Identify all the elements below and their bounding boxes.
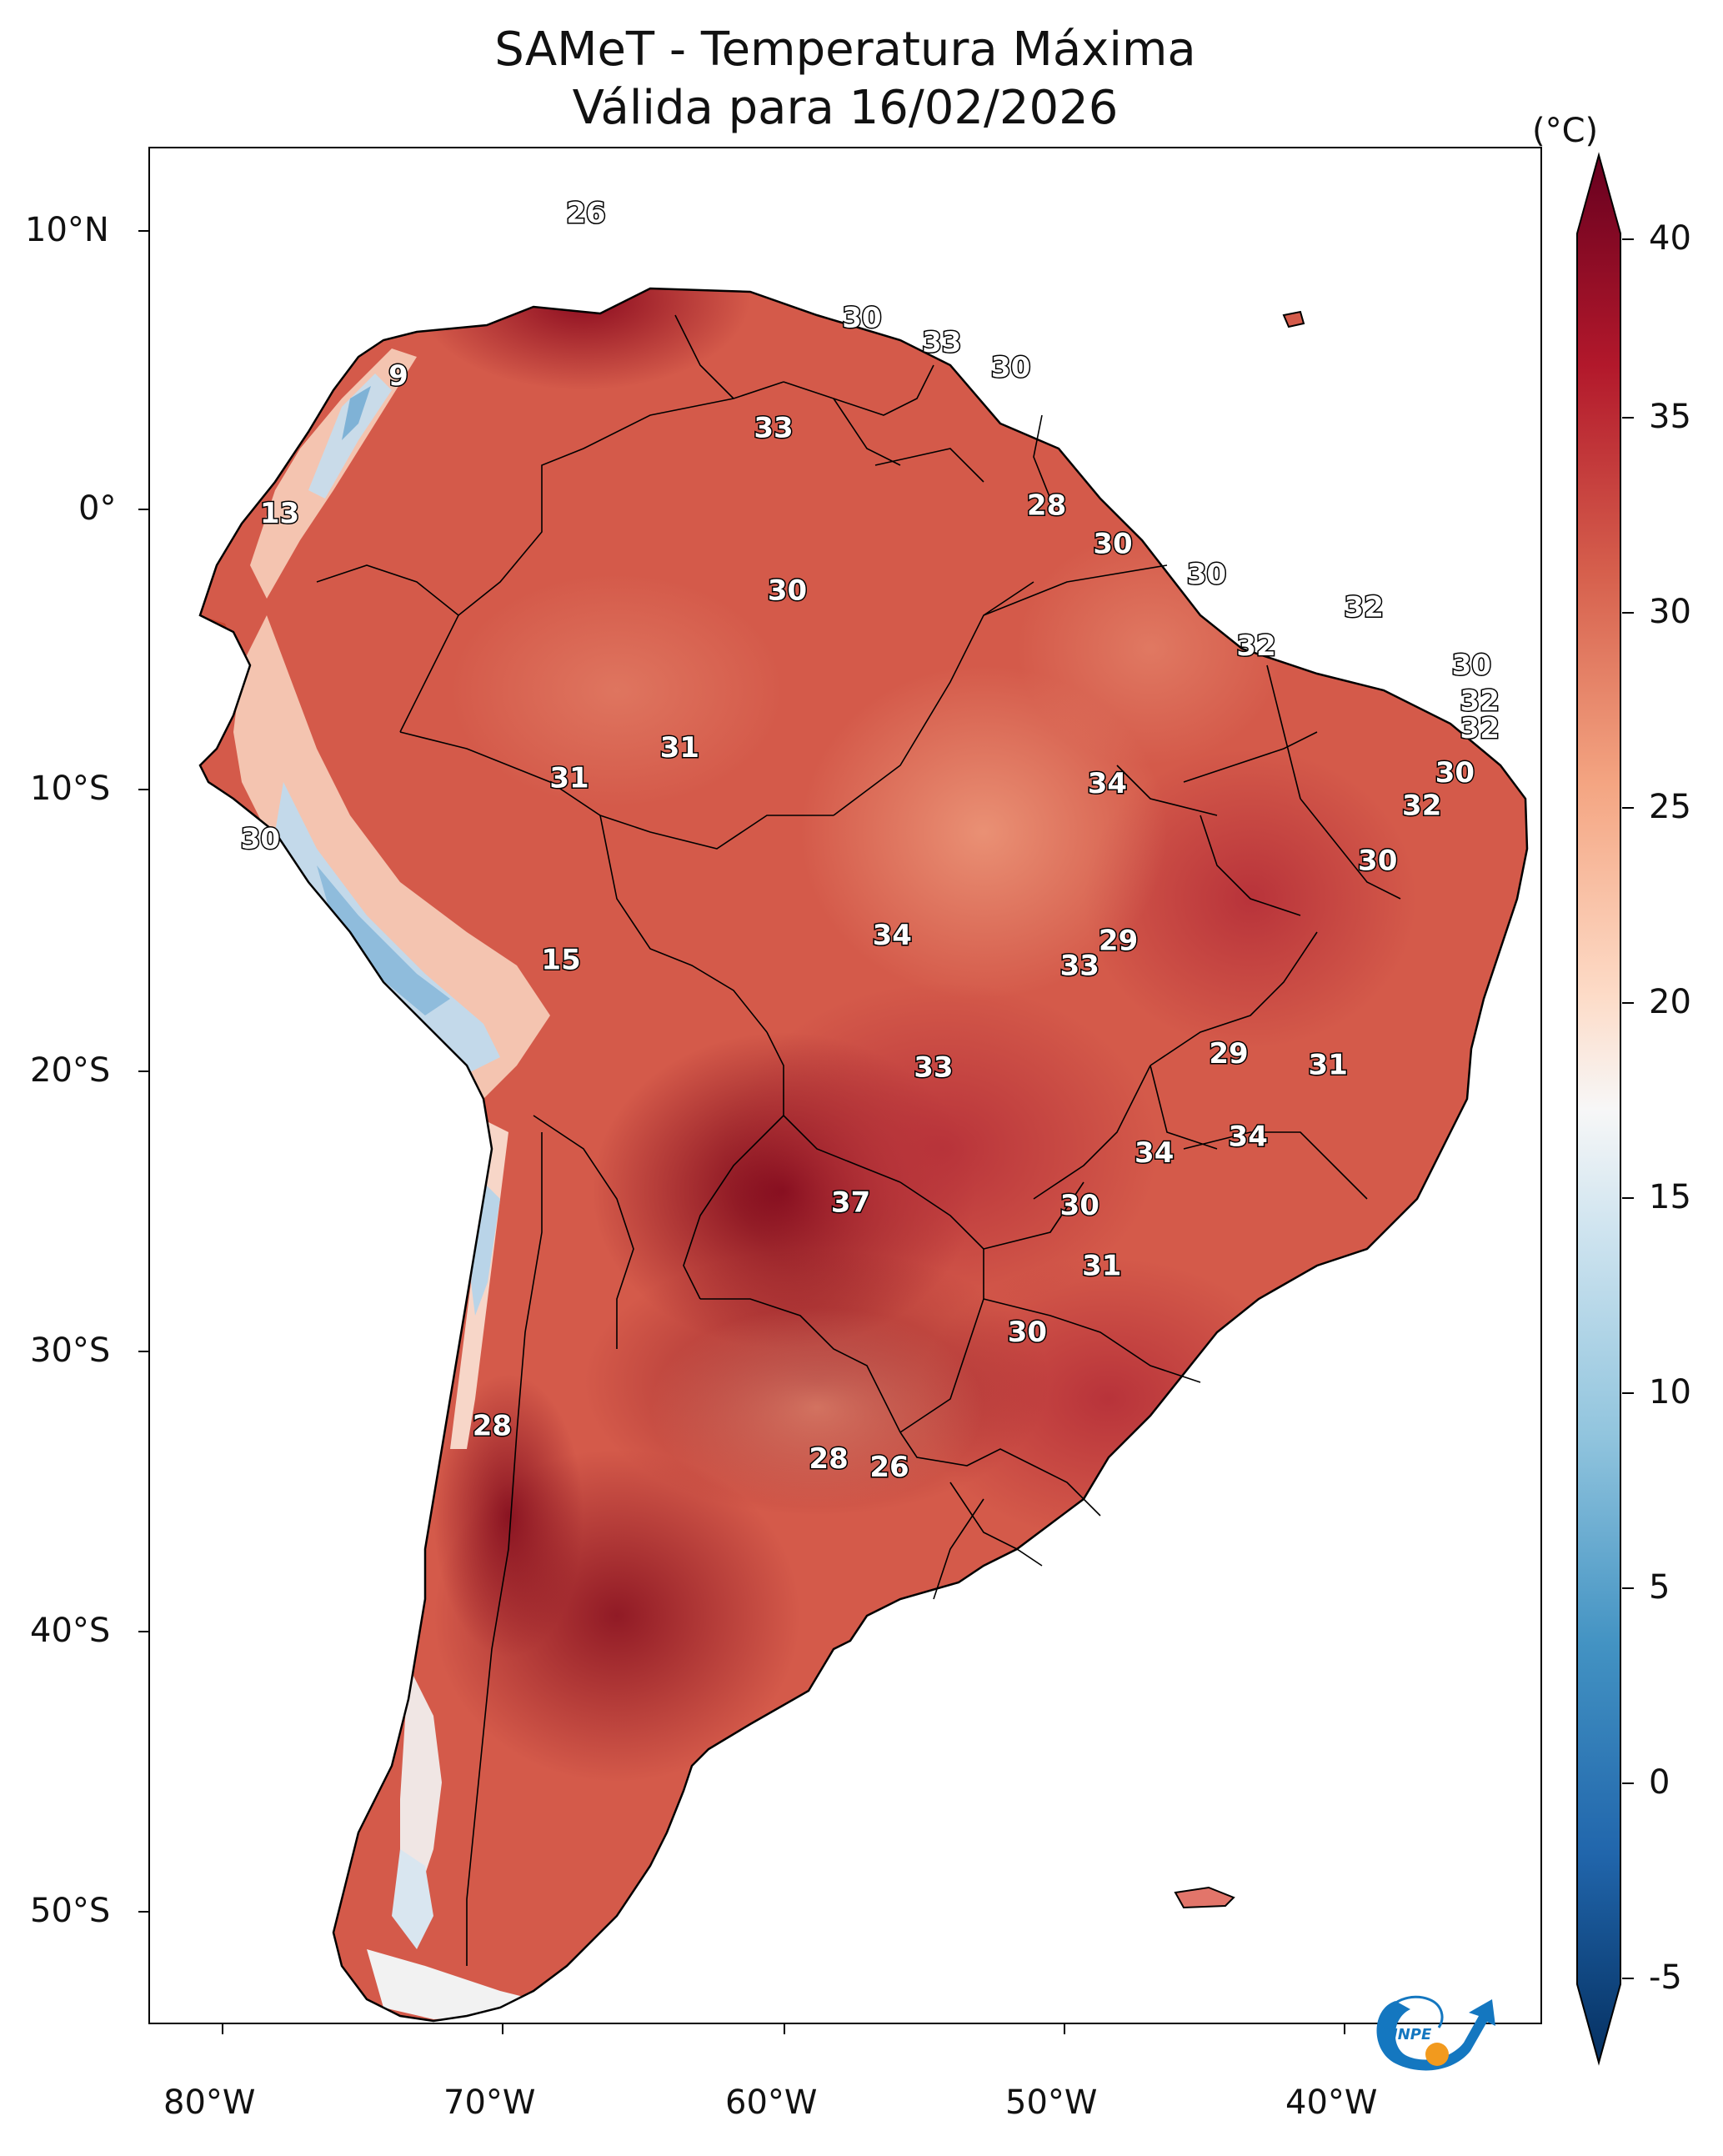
temperature-label: 34 <box>1229 1120 1268 1153</box>
temperature-label: 32 <box>1345 591 1384 624</box>
lon-label-70w: 70°W <box>443 2083 536 2122</box>
temperature-label: 28 <box>1027 489 1066 522</box>
colorbar-tick-label: 5 <box>1649 1568 1670 1607</box>
temperature-label: 30 <box>241 822 280 855</box>
temperature-label: 26 <box>566 197 605 230</box>
lat-label-40s: 40°S <box>30 1612 111 1650</box>
lon-label-80w: 80°W <box>163 2083 256 2122</box>
temperature-field <box>200 288 1459 2019</box>
map-title: SAMeT - Temperatura Máxima <box>494 23 1196 77</box>
temperature-label: 29 <box>1099 925 1138 958</box>
temperature-label: 33 <box>1060 949 1099 982</box>
temperature-label: 30 <box>1187 558 1226 591</box>
temperature-label: 9 <box>388 359 408 393</box>
colorbar-tick-label: -5 <box>1649 1958 1682 1997</box>
temperature-label: 30 <box>842 302 881 335</box>
colorbar-tick-label: 35 <box>1649 398 1691 436</box>
colorbar-tick-label: 25 <box>1649 788 1691 826</box>
lat-label-20s: 20°S <box>30 1051 111 1090</box>
colorbar <box>1576 152 1621 2066</box>
temperature-label: 32 <box>1236 629 1275 663</box>
lon-label-50w: 50°W <box>1005 2083 1098 2122</box>
temperature-map <box>198 287 1529 2023</box>
lon-label-60w: 60°W <box>725 2083 818 2122</box>
temperature-label: 26 <box>869 1451 909 1484</box>
inpe-logo: INPE <box>1376 1995 1495 2071</box>
temperature-label: 31 <box>1309 1048 1348 1081</box>
logo-text: INPE <box>1392 2026 1432 2043</box>
colorbar-tick-label: 20 <box>1649 983 1691 1021</box>
temperature-label: 34 <box>1134 1136 1174 1170</box>
temperature-label: 37 <box>831 1186 870 1220</box>
lat-label-10s: 10°S <box>30 770 111 808</box>
temperature-label: 30 <box>1008 1316 1047 1349</box>
temperature-label: 30 <box>1358 845 1397 878</box>
lon-label-40w: 40°W <box>1285 2083 1378 2122</box>
temperature-label: 33 <box>922 326 961 359</box>
temperature-label: 30 <box>1452 649 1491 682</box>
temperature-label: 33 <box>754 412 793 445</box>
temperature-label: 30 <box>1060 1189 1099 1222</box>
colorbar-tick-label: 0 <box>1649 1763 1670 1802</box>
lat-label-10n: 10°N <box>25 211 109 249</box>
temperature-label: 13 <box>260 497 299 530</box>
temperature-label: 31 <box>660 731 699 765</box>
lat-label-0: 0° <box>78 489 117 528</box>
temperature-label: 15 <box>541 944 580 977</box>
country-borders <box>316 314 1401 1966</box>
colorbar-tick-label: 10 <box>1649 1373 1691 1411</box>
temperature-label: 31 <box>549 762 589 795</box>
temperature-label: 34 <box>1088 767 1127 800</box>
temperature-label: 28 <box>473 1409 512 1442</box>
temperature-label: 33 <box>914 1051 953 1085</box>
andes-central <box>233 615 550 1099</box>
temperature-label: 32 <box>1460 712 1500 745</box>
temperature-label: 30 <box>1093 528 1132 561</box>
colorbar-tick-label: 40 <box>1649 219 1691 258</box>
colorbar-unit: (°C) <box>1532 112 1599 150</box>
temperature-label: 30 <box>991 351 1030 384</box>
map-panel: 26 9 13 30 33 30 33 28 30 30 30 32 32 30 32 32 31 31 34 30 3… <box>148 147 1542 2024</box>
temperature-label: 30 <box>768 574 807 608</box>
colorbar-tick-label: 15 <box>1649 1178 1691 1216</box>
lat-label-50s: 50°S <box>30 1892 111 1930</box>
temperature-label: 30 <box>1435 756 1475 790</box>
colorbar-tick-label: 30 <box>1649 593 1691 631</box>
temperature-label: 31 <box>1082 1250 1121 1283</box>
falklands <box>1174 1886 1235 1909</box>
temperature-label: 29 <box>1209 1037 1248 1070</box>
temperature-label: 34 <box>873 919 912 952</box>
map-subtitle: Válida para 16/02/2026 <box>572 81 1119 135</box>
lat-label-30s: 30°S <box>30 1331 111 1370</box>
temperature-label: 28 <box>809 1442 848 1476</box>
temperature-label: 32 <box>1460 684 1500 718</box>
temperature-label: 32 <box>1402 790 1441 823</box>
